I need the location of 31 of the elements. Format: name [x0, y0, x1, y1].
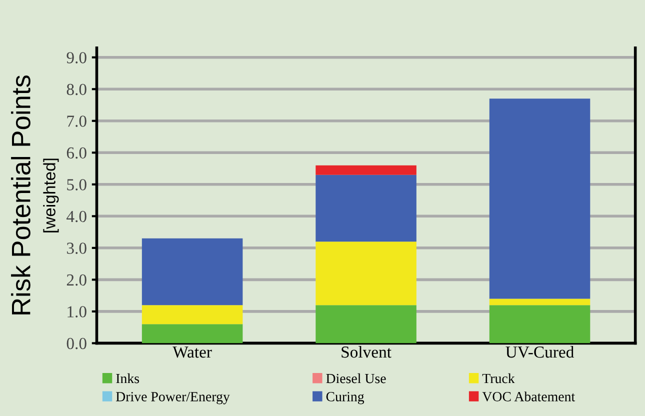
bar [142, 305, 243, 324]
y-tick-label: 7.0 [67, 116, 86, 127]
bar [142, 324, 243, 344]
text: [weighted] [43, 158, 59, 232]
bar [316, 165, 416, 175]
y-tick-label: 3.0 [66, 242, 86, 254]
y-tick-label: 5.0 [67, 179, 86, 190]
legend-label: VOC Abatement [482, 392, 576, 402]
bar [142, 238, 243, 306]
bar [316, 242, 416, 306]
y-tick-label: 6.0 [66, 147, 86, 159]
bar [316, 174, 416, 242]
y-tick-label: 2.0 [66, 274, 86, 286]
legend-label: Curing [326, 392, 364, 404]
y-tick-label: 9.0 [66, 52, 86, 64]
x-tick-label: Solvent [342, 346, 392, 358]
legend-label: Inks [116, 373, 140, 384]
bar [489, 98, 590, 299]
x-tick-label: UV-Cured [506, 346, 574, 358]
legend-label: Diesel Use [326, 373, 386, 384]
y-tick-label: 8.0 [66, 84, 86, 96]
y-axis-title: Risk Potential Points [11, 75, 30, 314]
x-tick-label: Water [172, 346, 212, 358]
bar [489, 298, 590, 306]
y-tick-label: 1.0 [68, 306, 86, 318]
y-tick-label: 0.0 [66, 338, 86, 350]
legend-label: Truck [482, 373, 515, 384]
y-tick-label: 4.0 [66, 210, 86, 222]
bar [489, 305, 590, 344]
legend-label: Drive Power/Energy [116, 392, 230, 404]
bar [316, 305, 416, 344]
